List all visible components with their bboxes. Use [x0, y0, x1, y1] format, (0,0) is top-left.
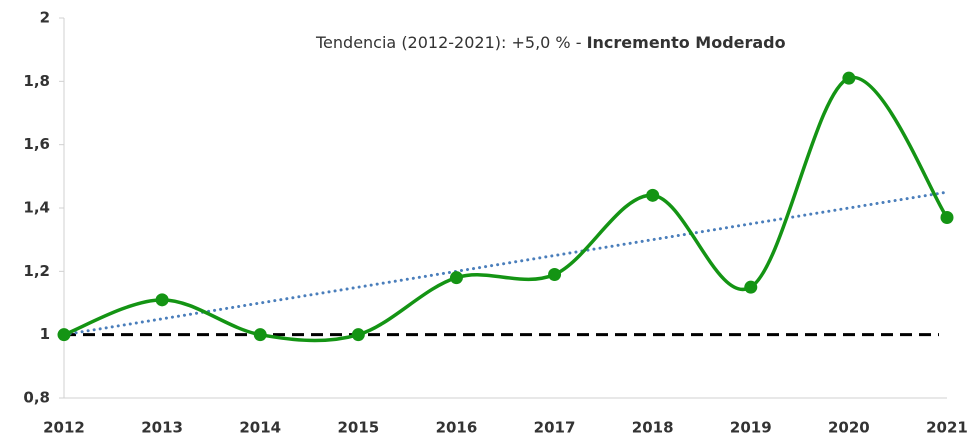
y-tick-label: 2 [40, 9, 50, 27]
data-point [253, 328, 267, 342]
x-tick-label: 2015 [337, 419, 379, 437]
y-tick-label: 1,2 [23, 262, 50, 280]
y-tick-label: 1,4 [23, 199, 50, 217]
data-point [744, 280, 758, 294]
x-tick-label: 2016 [436, 419, 478, 437]
trendline [62, 190, 949, 337]
data-point [155, 293, 169, 307]
data-point [351, 328, 365, 342]
data-point [449, 271, 463, 285]
x-tick-label: 2019 [730, 419, 772, 437]
y-tick-label: 0,8 [23, 389, 50, 407]
y-tick-label: 1,8 [23, 72, 50, 90]
data-point [842, 71, 856, 85]
y-tick-label: 1,6 [23, 135, 50, 153]
series-line [63, 75, 949, 343]
x-tick-label: 2021 [926, 419, 968, 437]
data-point [548, 268, 562, 281]
data-point [646, 188, 660, 202]
annotation-text: Tendencia (2012-2021): +5,0 % - [315, 33, 587, 52]
data-point [57, 328, 71, 342]
x-tick-label: 2012 [43, 419, 85, 437]
y-tick-label: 1 [40, 325, 50, 343]
data-point [940, 211, 954, 224]
x-tick-label: 2020 [828, 419, 870, 437]
x-tick-label: 2017 [534, 419, 576, 437]
annotation-emphasis: Incremento Moderado [587, 33, 786, 52]
x-tick-label: 2013 [141, 419, 183, 437]
x-tick-label: 2014 [239, 419, 281, 437]
annotation: Tendencia (2012-2021): +5,0 % - Incremen… [315, 33, 786, 52]
x-tick-label: 2018 [632, 419, 674, 437]
